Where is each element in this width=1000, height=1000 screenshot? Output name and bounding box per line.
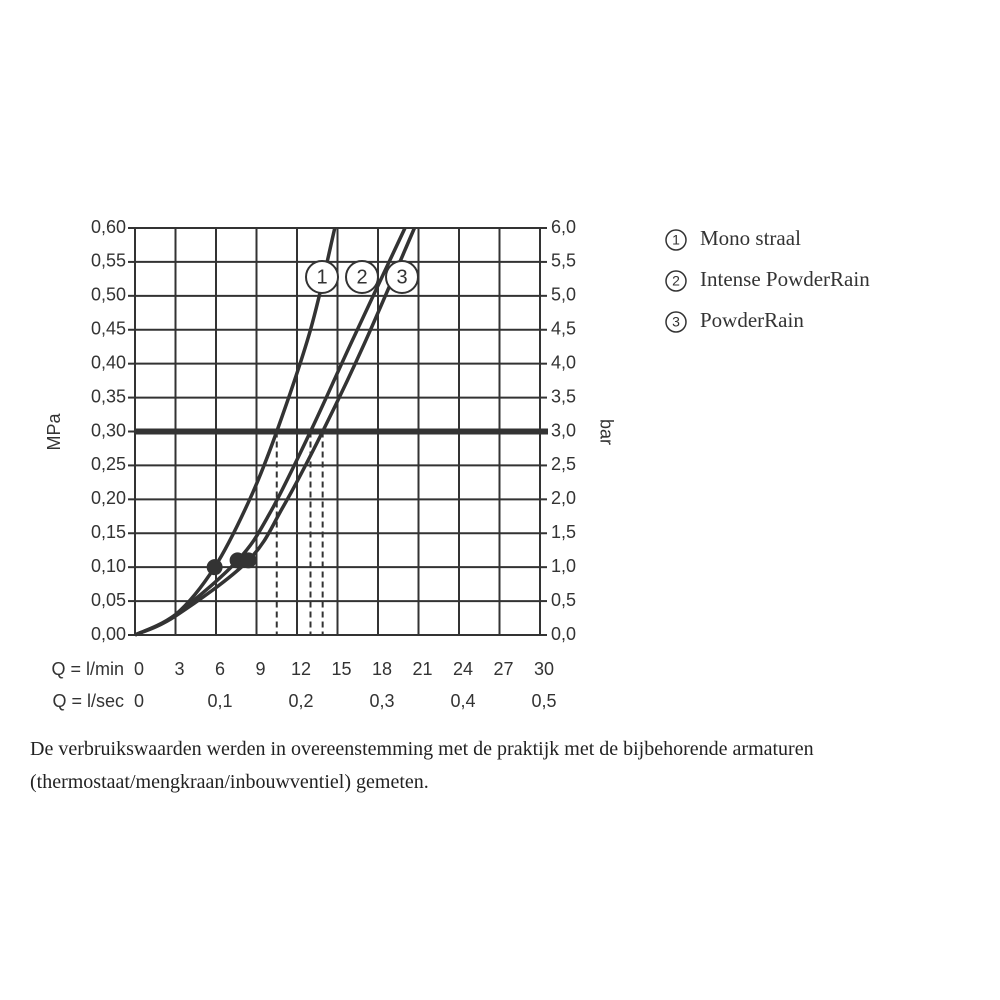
x2-tick-label: 0,3 xyxy=(369,691,394,711)
y2-tick-label: 5,5 xyxy=(551,251,576,271)
x2-tick-label: 0,1 xyxy=(207,691,232,711)
x2-tick-label: 0 xyxy=(134,691,144,711)
curve-label: 2 xyxy=(356,266,367,288)
legend-marker xyxy=(665,229,687,251)
legend-marker xyxy=(665,311,687,333)
legend-entry: Intense PowderRain xyxy=(700,267,870,291)
y-tick-label: 0,55 xyxy=(91,251,126,271)
legend-number: 1 xyxy=(672,232,680,248)
x-tick-label: 30 xyxy=(534,659,554,679)
y-tick-label: 0,60 xyxy=(91,217,126,237)
curve-label-circle xyxy=(385,260,419,294)
curve-label-circle xyxy=(345,260,379,294)
y-tick-label: 0,30 xyxy=(91,420,126,440)
y-tick-label: 0,25 xyxy=(91,454,126,474)
y-tick-label: 0,35 xyxy=(91,386,126,406)
x-tick-label: 24 xyxy=(453,659,473,679)
curve xyxy=(134,227,417,637)
x-tick-label: 15 xyxy=(331,659,351,679)
x-tick-label: 12 xyxy=(291,659,311,679)
y2-tick-label: 6,0 xyxy=(551,217,576,237)
y-tick-label: 0,15 xyxy=(91,522,126,542)
y2-tick-label: 1,5 xyxy=(551,522,576,542)
y-tick-label: 0,05 xyxy=(91,590,126,610)
operating-point xyxy=(206,559,223,576)
legend-number: 2 xyxy=(672,273,680,289)
x2-axis-label: Q = l/sec xyxy=(52,691,124,711)
footer-text: De verbruikswaarden werden in overeenste… xyxy=(30,738,814,793)
y-tick-label: 0,45 xyxy=(91,319,126,339)
curve-label: 1 xyxy=(316,266,327,288)
y2-tick-label: 5,0 xyxy=(551,285,576,305)
y2-tick-label: 0,5 xyxy=(551,590,576,610)
chart: MPa bar Q = l/min Q = l/sec 0,000,050,10… xyxy=(44,217,870,711)
x2-tick-label: 0,2 xyxy=(288,691,313,711)
y2-tick-label: 2,5 xyxy=(551,454,576,474)
y2-tick-label: 1,0 xyxy=(551,556,576,576)
y2-tick-label: 0,0 xyxy=(551,624,576,644)
legend-entry: PowderRain xyxy=(700,308,804,332)
curve-label: 3 xyxy=(396,266,407,288)
x-tick-label: 9 xyxy=(255,659,265,679)
x2-tick-label: 0,5 xyxy=(531,691,556,711)
x2-tick-label: 0,4 xyxy=(450,691,475,711)
legend-number: 3 xyxy=(672,314,680,330)
y2-tick-label: 3,5 xyxy=(551,386,576,406)
y2-tick-label: 2,0 xyxy=(551,488,576,508)
x-tick-label: 18 xyxy=(372,659,392,679)
legend-entry: Mono straal xyxy=(700,226,801,250)
x-axis-label: Q = l/min xyxy=(51,659,124,679)
curve-label-circle xyxy=(305,260,339,294)
y-axis-label: MPa xyxy=(44,413,64,451)
y2-tick-label: 3,0 xyxy=(551,420,576,440)
legend-marker xyxy=(665,270,687,292)
y-tick-label: 0,40 xyxy=(91,352,126,372)
operating-point xyxy=(240,552,257,569)
y2-tick-label: 4,5 xyxy=(551,319,576,339)
y2-axis-label: bar xyxy=(596,419,616,445)
x-tick-label: 6 xyxy=(215,659,225,679)
y2-tick-label: 4,0 xyxy=(551,352,576,372)
x-tick-label: 21 xyxy=(412,659,432,679)
y-tick-label: 0,10 xyxy=(91,556,126,576)
x-tick-label: 0 xyxy=(134,659,144,679)
x-tick-label: 27 xyxy=(493,659,513,679)
y-tick-label: 0,00 xyxy=(91,624,126,644)
x-tick-label: 3 xyxy=(174,659,184,679)
y-tick-label: 0,20 xyxy=(91,488,126,508)
y-tick-label: 0,50 xyxy=(91,285,126,305)
